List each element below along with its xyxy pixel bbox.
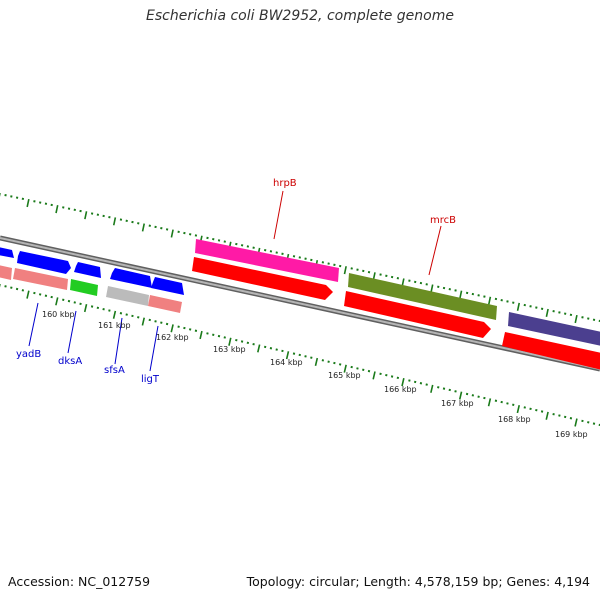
label-leaders bbox=[28, 190, 442, 372]
gene-label-ligT: ligT bbox=[141, 374, 160, 385]
gene-label-mrcB: mrcB bbox=[430, 215, 456, 226]
scale-tick bbox=[84, 211, 88, 220]
genome-title: Escherichia coli BW2952, complete genome bbox=[146, 8, 454, 24]
gene-red-cds[interactable] bbox=[502, 332, 600, 370]
gene-blue-arrow[interactable] bbox=[74, 262, 101, 278]
scale-tick bbox=[574, 314, 578, 324]
gene-green[interactable] bbox=[70, 279, 98, 296]
scale-tick bbox=[574, 418, 578, 427]
scale-label: 162 kbp bbox=[156, 333, 189, 342]
scale-tick bbox=[430, 384, 434, 393]
gene-grey[interactable] bbox=[106, 286, 149, 306]
scale-tick bbox=[112, 310, 117, 319]
scale-tick bbox=[141, 223, 146, 232]
scale-label: 166 kbp bbox=[384, 385, 417, 394]
scale-label: 164 kbp bbox=[270, 358, 303, 367]
scale-tick bbox=[112, 217, 117, 226]
scale-tick bbox=[83, 304, 88, 313]
gene-blue-arrow[interactable] bbox=[17, 251, 71, 274]
gene-rna-pink[interactable] bbox=[13, 268, 68, 290]
gene-label-sfsA: sfsA bbox=[104, 365, 125, 376]
scale-tick bbox=[343, 266, 347, 275]
gene-blue-left[interactable] bbox=[0, 247, 14, 258]
scale-tick bbox=[372, 371, 376, 380]
scale-tick bbox=[55, 205, 59, 214]
forward-strand-row bbox=[0, 239, 600, 346]
gene-purple[interactable] bbox=[508, 312, 600, 346]
scale-tick bbox=[257, 344, 261, 353]
scale-tick bbox=[228, 337, 232, 346]
scale-tick bbox=[343, 364, 347, 373]
scale-tick bbox=[314, 357, 319, 367]
genome-backbone bbox=[0, 235, 600, 372]
scale-label: 165 kbp bbox=[328, 371, 361, 380]
scale-label: 168 kbp bbox=[498, 415, 531, 424]
scale-label: 167 kbp bbox=[441, 399, 474, 408]
gene-label-yadB: yadB bbox=[16, 349, 41, 360]
gene-blue-arrow[interactable] bbox=[151, 277, 184, 295]
scale-tick bbox=[170, 229, 174, 238]
gene-rna-pink[interactable] bbox=[0, 265, 12, 280]
scale-tick bbox=[55, 297, 59, 306]
scale-tick bbox=[170, 324, 174, 333]
gene-red-cds[interactable] bbox=[192, 257, 333, 300]
scale-label: 160 kbp bbox=[42, 310, 75, 319]
gene-red-cds[interactable] bbox=[344, 291, 491, 338]
accession-text: Accession: NC_012759 bbox=[8, 574, 151, 589]
gene-label-hrpB: hrpB bbox=[273, 178, 297, 189]
gene-blue-arrow[interactable] bbox=[110, 268, 152, 288]
scale-tick bbox=[516, 404, 521, 414]
scale-tick bbox=[285, 351, 290, 360]
scale-tick bbox=[26, 290, 30, 299]
scale-tick bbox=[26, 198, 30, 208]
scale-tick bbox=[401, 378, 405, 387]
outer-scale-ring bbox=[0, 193, 600, 324]
gene-mrcB[interactable] bbox=[348, 273, 497, 320]
scale-tick bbox=[487, 296, 492, 305]
scale-tick bbox=[458, 391, 463, 400]
gene-label-dksA: dksA bbox=[58, 356, 82, 367]
scale-tick bbox=[459, 290, 463, 299]
scale-label: 163 kbp bbox=[213, 345, 246, 354]
scale-label: 169 kbp bbox=[555, 430, 588, 439]
scale-tick bbox=[545, 308, 549, 318]
scale-labels: 160 kbp 161 kbp 162 kbp 163 kbp 164 kbp … bbox=[42, 310, 588, 439]
genome-summary: Topology: circular; Length: 4,578,159 bp… bbox=[246, 574, 590, 589]
reverse-strand-row bbox=[0, 257, 600, 370]
scale-tick bbox=[141, 317, 146, 326]
gene-hrpB[interactable] bbox=[195, 239, 339, 282]
scale-tick bbox=[545, 411, 549, 420]
scale-tick bbox=[430, 284, 434, 293]
scale-tick bbox=[199, 330, 203, 340]
scale-tick bbox=[516, 302, 521, 311]
scale-tick bbox=[487, 398, 492, 407]
inner-scale-ring bbox=[0, 284, 600, 427]
scale-label: 161 kbp bbox=[98, 321, 131, 330]
gene-rna-pink[interactable] bbox=[148, 295, 182, 313]
